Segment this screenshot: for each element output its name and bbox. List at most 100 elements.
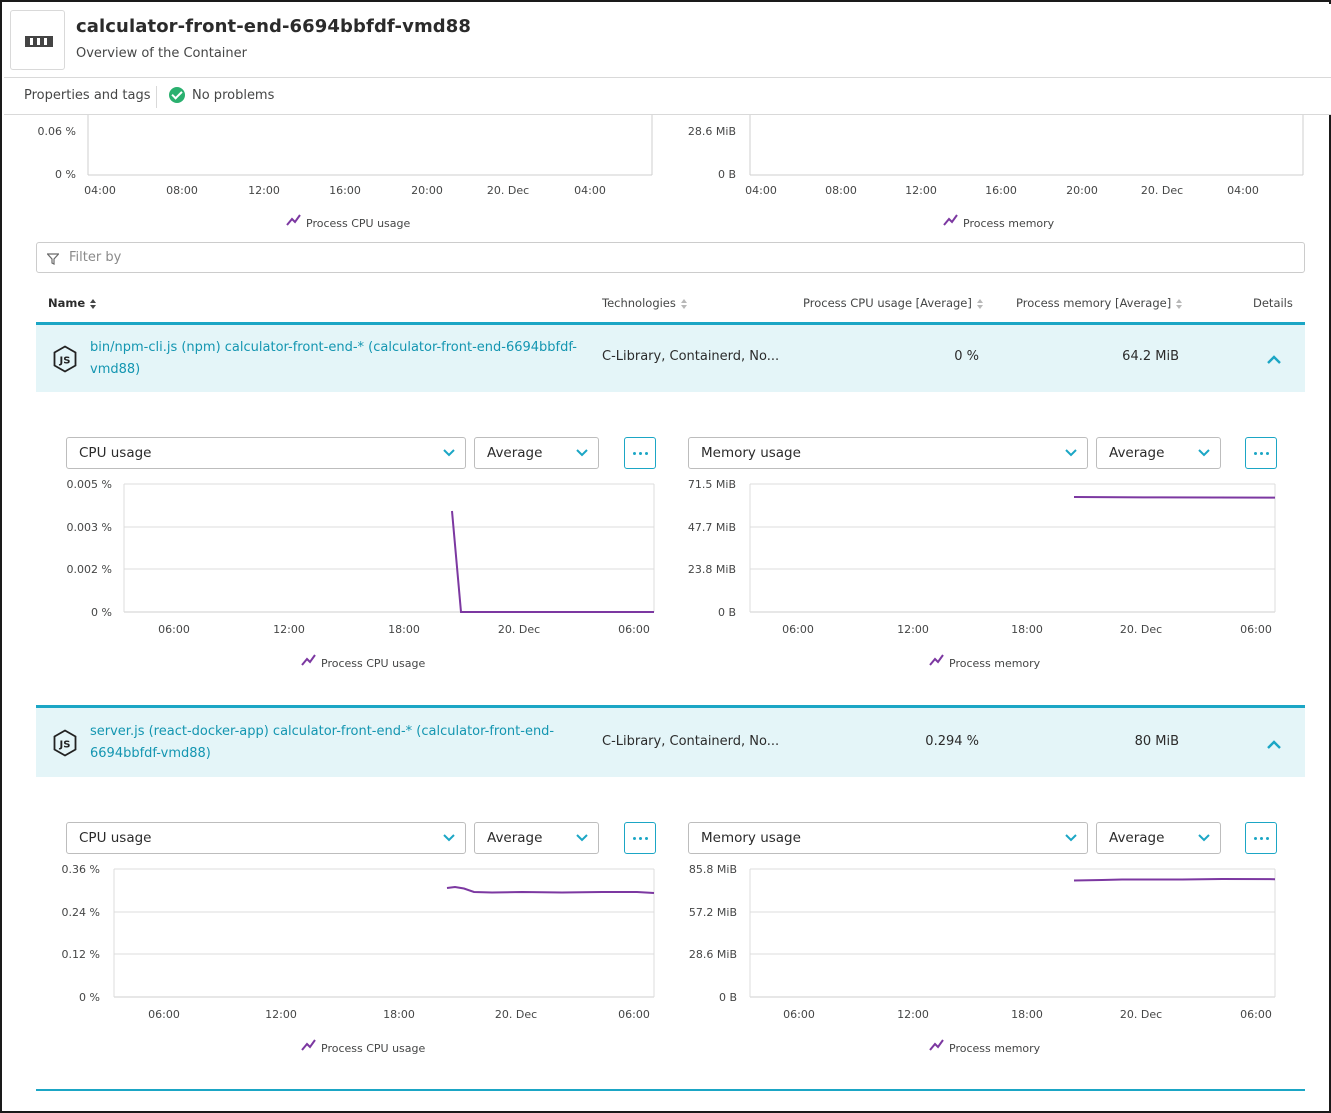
chart-legend: Process memory <box>949 657 1041 670</box>
sort-icon <box>1176 298 1183 309</box>
chevron-down-icon <box>443 834 455 842</box>
more-button[interactable] <box>624 437 656 469</box>
x-tick: 06:00 <box>782 623 814 636</box>
x-tick: 18:00 <box>388 623 420 636</box>
svg-text:JS: JS <box>59 356 71 367</box>
x-tick: 18:00 <box>1011 1008 1043 1021</box>
process-link[interactable]: bin/npm-cli.js (npm) calculator-front-en… <box>90 340 577 377</box>
column-cpu-label: Process CPU usage [Average] <box>803 296 972 310</box>
y-tick: 0 B <box>718 606 736 619</box>
chevron-down-icon <box>576 834 588 842</box>
more-button[interactable] <box>1245 822 1277 854</box>
tab-properties-and-tags[interactable]: Properties and tags <box>24 88 151 103</box>
cpu-metric-select[interactable]: CPU usage <box>66 822 466 854</box>
y-tick: 28.6 MiB <box>689 948 737 961</box>
x-tick: 12:00 <box>273 623 305 636</box>
x-tick: 06:00 <box>618 623 650 636</box>
cpu-aggregation-value: Average <box>487 445 543 461</box>
line-chart-icon <box>286 214 301 226</box>
y-tick: 0 % <box>79 991 100 1004</box>
more-button[interactable] <box>1245 437 1277 469</box>
cpu-metric-value: CPU usage <box>79 830 152 846</box>
more-icon-dot <box>1260 837 1263 840</box>
chart-legend: Process memory <box>963 217 1055 230</box>
line-chart-icon <box>929 654 944 666</box>
memory-aggregation-select[interactable]: Average <box>1096 437 1221 469</box>
x-tick: 18:00 <box>1011 623 1043 636</box>
cpu-aggregation-select[interactable]: Average <box>474 437 599 469</box>
more-icon-dot <box>645 452 648 455</box>
chevron-down-icon <box>443 449 455 457</box>
y-tick: 0.005 % <box>67 478 112 491</box>
line-chart-icon <box>301 654 316 666</box>
memory-aggregation-value: Average <box>1109 445 1165 461</box>
chevron-up-icon[interactable] <box>1266 353 1282 365</box>
more-icon <box>1254 837 1257 840</box>
column-memory[interactable]: Process memory [Average] <box>1016 296 1183 310</box>
y-tick: 0 % <box>91 606 112 619</box>
process-cpu-chart: 0.005 % 0.003 % 0.002 % 0 % 06:00 12:00 … <box>67 478 655 670</box>
cpu-aggregation-select[interactable]: Average <box>474 822 599 854</box>
y-tick: 0 % <box>55 168 76 181</box>
more-icon-dot <box>1266 452 1269 455</box>
column-name[interactable]: Name <box>48 296 97 310</box>
chart-legend: Process memory <box>949 1042 1041 1055</box>
more-icon <box>633 452 636 455</box>
table-row[interactable]: JS server.js (react-docker-app) calculat… <box>36 705 1305 777</box>
y-tick: 0.06 % <box>38 125 76 138</box>
cpu-series-line <box>451 510 654 613</box>
process-memory-chart: 71.5 MiB 47.7 MiB 23.8 MiB 0 B 06:00 12:… <box>688 478 1276 670</box>
sort-icon <box>680 298 688 309</box>
x-tick: 06:00 <box>783 1008 815 1021</box>
process-cpu: 0.294 % <box>925 734 979 749</box>
y-tick: 85.8 MiB <box>689 863 737 876</box>
column-cpu[interactable]: Process CPU usage [Average] <box>803 296 984 310</box>
more-icon <box>1254 452 1257 455</box>
column-technologies[interactable]: Technologies <box>602 296 688 310</box>
chevron-down-icon <box>1065 449 1077 457</box>
filter-icon <box>47 253 59 265</box>
more-icon-dot <box>1260 452 1263 455</box>
filter-input[interactable]: Filter by <box>36 242 1305 273</box>
process-link[interactable]: server.js (react-docker-app) calculator-… <box>90 724 555 761</box>
tab-divider <box>156 86 157 108</box>
more-icon-dot <box>639 452 642 455</box>
chevron-up-icon[interactable] <box>1266 738 1282 750</box>
x-tick: 20:00 <box>411 184 443 197</box>
page-header: calculator-front-end-6694bbfdf-vmd88 Ove… <box>4 4 1331 78</box>
y-tick: 0.002 % <box>67 563 112 576</box>
cpu-metric-select[interactable]: CPU usage <box>66 437 466 469</box>
x-tick: 12:00 <box>905 184 937 197</box>
overview-memory-chart: 28.6 MiB 0 B 04:00 08:00 12:00 16:00 20:… <box>688 115 1304 230</box>
table-row[interactable]: JS bin/npm-cli.js (npm) calculator-front… <box>36 322 1305 392</box>
chevron-down-icon <box>1065 834 1077 842</box>
x-tick: 20:00 <box>1066 184 1098 197</box>
page-title: calculator-front-end-6694bbfdf-vmd88 <box>76 16 472 37</box>
column-technologies-label: Technologies <box>602 296 676 310</box>
x-tick: 06:00 <box>158 623 190 636</box>
chart-legend: Process CPU usage <box>321 657 426 670</box>
x-tick: 08:00 <box>825 184 857 197</box>
x-tick: 16:00 <box>985 184 1017 197</box>
more-button[interactable] <box>624 822 656 854</box>
process-technologies: C-Library, Containerd, No... <box>602 349 780 364</box>
x-tick: 06:00 <box>1240 623 1272 636</box>
overview-cpu-chart: 0.06 % 0 % 04:00 08:00 12:00 16:00 20:00… <box>38 115 653 230</box>
x-ticks: 04:00 08:00 12:00 16:00 20:00 20. Dec 04… <box>84 184 606 197</box>
x-tick: 20. Dec <box>498 623 540 636</box>
y-tick: 0 B <box>718 168 736 181</box>
x-tick: 12:00 <box>248 184 280 197</box>
column-name-label: Name <box>48 296 86 310</box>
y-tick: 57.2 MiB <box>689 906 737 919</box>
memory-metric-select[interactable]: Memory usage <box>688 822 1088 854</box>
x-tick: 08:00 <box>166 184 198 197</box>
chart-legend: Process CPU usage <box>306 217 411 230</box>
x-tick: 04:00 <box>745 184 777 197</box>
chevron-down-icon <box>1198 449 1210 457</box>
y-tick: 0 B <box>719 991 737 1004</box>
memory-aggregation-select[interactable]: Average <box>1096 822 1221 854</box>
x-tick: 12:00 <box>897 623 929 636</box>
tab-problems[interactable]: No problems <box>192 88 275 103</box>
memory-metric-select[interactable]: Memory usage <box>688 437 1088 469</box>
